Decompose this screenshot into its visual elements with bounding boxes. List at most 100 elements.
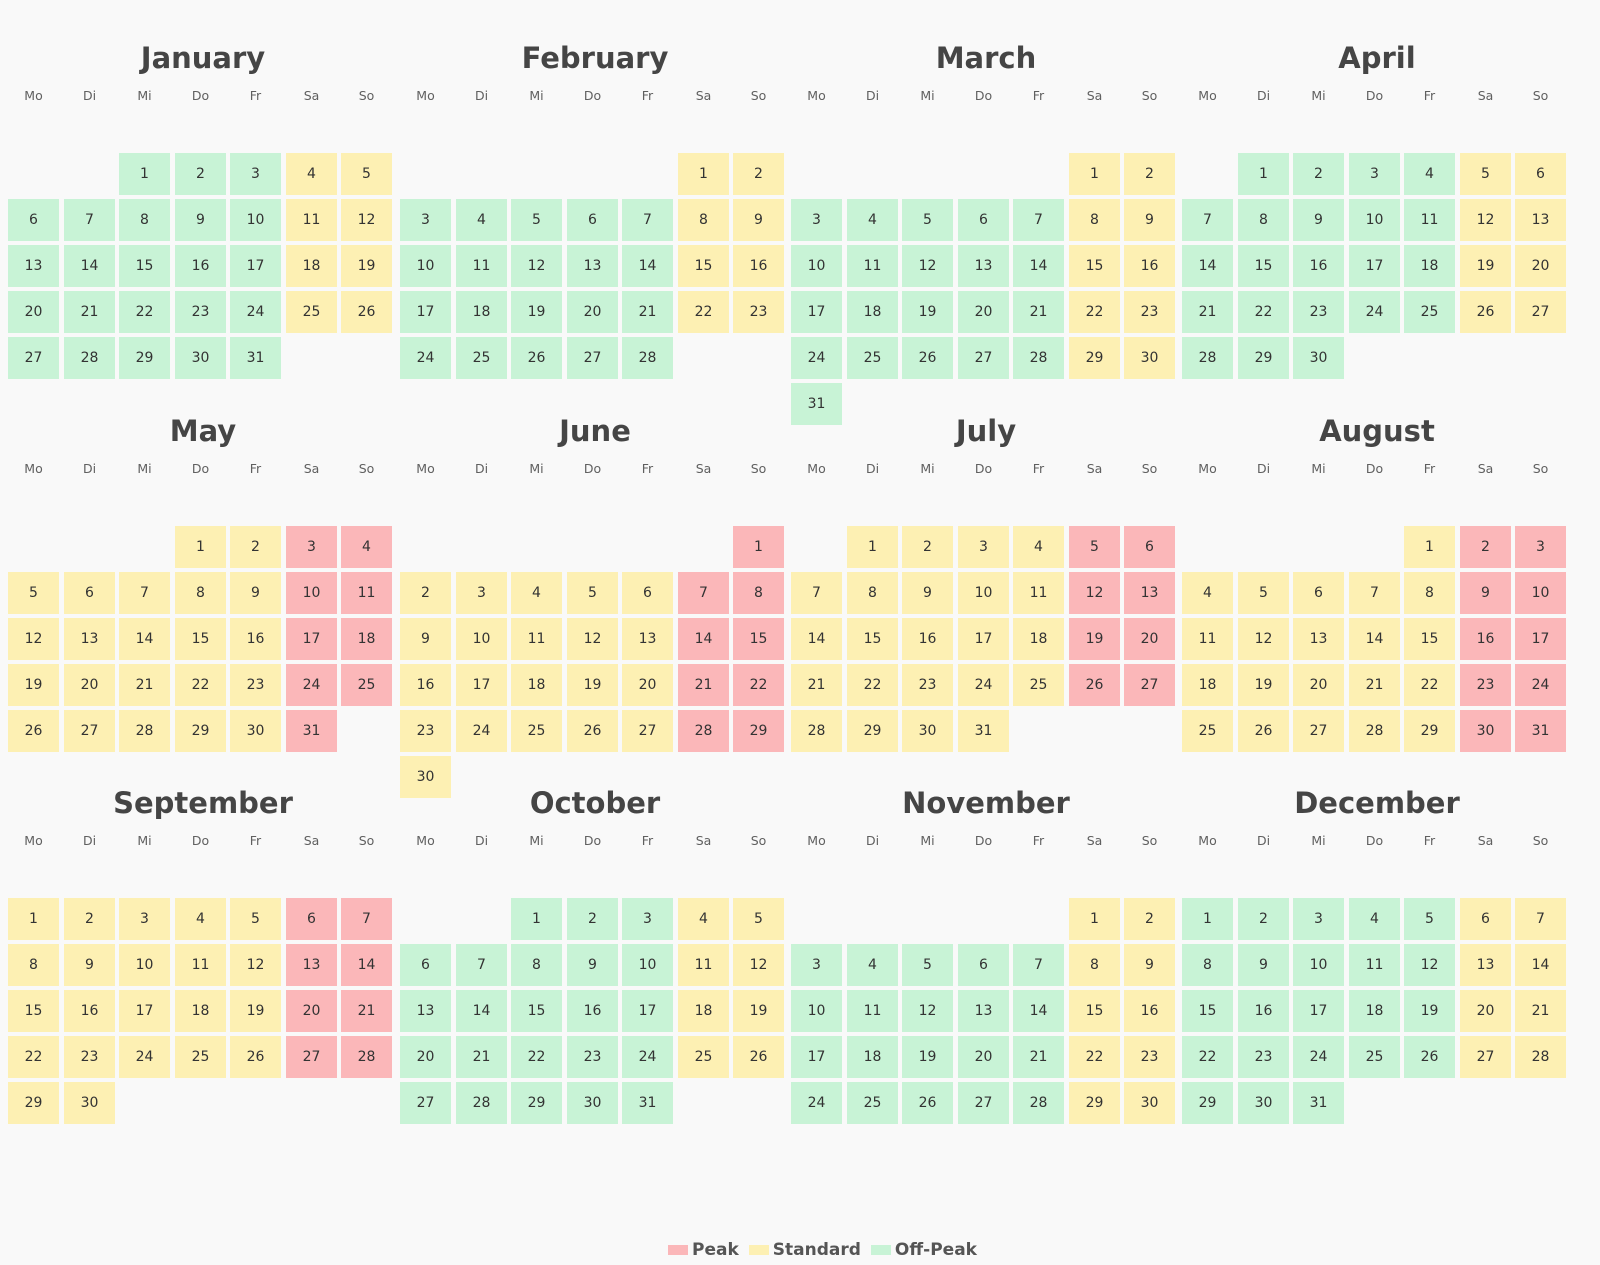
day-cell: 17: [791, 1036, 842, 1078]
day-cell: 7: [1515, 898, 1566, 940]
day-cell: 9: [567, 944, 618, 986]
day-cell: 23: [1124, 1036, 1175, 1078]
day-cell: 25: [1182, 710, 1233, 752]
weekday-label: Do: [1365, 461, 1384, 476]
day-cell: 30: [230, 710, 281, 752]
day-cell: 19: [8, 664, 59, 706]
day-cell: 19: [902, 1036, 953, 1078]
weekday-label: Mi: [920, 833, 935, 848]
day-cell: 11: [175, 944, 226, 986]
day-cell: 25: [456, 337, 507, 379]
day-cell: 2: [1460, 526, 1511, 568]
day-cell: 13: [286, 944, 337, 986]
day-cell: 7: [622, 199, 673, 241]
day-cell: 22: [1069, 291, 1120, 333]
day-cell: 11: [1013, 572, 1064, 614]
day-cell: 3: [456, 572, 507, 614]
day-cell: 5: [1238, 572, 1289, 614]
day-cell: 5: [341, 153, 392, 195]
day-cell: 29: [733, 710, 784, 752]
month-august: August Mo Di Mi Do Fr Sa So 1 2 3 4 5 6 7 8 9 10 11 12 13 14 1…: [1182, 381, 1572, 752]
day-cell: 29: [847, 710, 898, 752]
day-cell: 23: [64, 1036, 115, 1078]
legend-swatch-peak: [668, 1245, 688, 1255]
day-cell: 29: [1182, 1082, 1233, 1124]
day-cell: 19: [511, 291, 562, 333]
day-cell: 1: [1069, 898, 1120, 940]
weekday-label: Do: [974, 461, 993, 476]
day-cell: 28: [456, 1082, 507, 1124]
weekday-label: So: [358, 461, 375, 476]
day-cell: 4: [1404, 153, 1455, 195]
day-cell: 1: [1238, 153, 1289, 195]
day-cell: 24: [622, 1036, 673, 1078]
day-cell: 16: [230, 618, 281, 660]
day-cell: 10: [1349, 199, 1400, 241]
day-cell: 24: [1349, 291, 1400, 333]
day-cell: 31: [230, 337, 281, 379]
day-cell: 8: [1069, 944, 1120, 986]
day-cell: 1: [511, 898, 562, 940]
day-cell: 26: [1069, 664, 1120, 706]
day-cell: 12: [1404, 944, 1455, 986]
day-cell: 5: [8, 572, 59, 614]
day-cell: 10: [286, 572, 337, 614]
day-cell: 4: [456, 199, 507, 241]
day-cell: 17: [622, 990, 673, 1032]
weekday-label: Fr: [1423, 833, 1436, 848]
day-cell: 4: [678, 898, 729, 940]
day-cell: 29: [8, 1082, 59, 1124]
weekday-label: Di: [82, 88, 97, 103]
day-cell: 21: [119, 664, 170, 706]
day-cell: 17: [1349, 245, 1400, 287]
day-cell: 1: [1404, 526, 1455, 568]
day-cell: 21: [1013, 291, 1064, 333]
day-cell: 7: [64, 199, 115, 241]
day-cell: 4: [847, 944, 898, 986]
month-title: November: [902, 786, 1070, 820]
day-cell: 15: [733, 618, 784, 660]
weekday-label: Fr: [1423, 461, 1436, 476]
month-june: June Mo Di Mi Do Fr Sa So 1 2 3 4 5 6 7 8 9 10 11 12 13 14 15 1…: [400, 381, 790, 798]
month-january: January Mo Di Mi Do Fr Sa So 1 2 3 4 5 6 7 8 9 10 11 12 13 14…: [8, 8, 398, 379]
day-cell: 26: [733, 1036, 784, 1078]
day-cell: 31: [958, 710, 1009, 752]
day-cell: 6: [64, 572, 115, 614]
day-cell: 21: [678, 664, 729, 706]
day-cell: 22: [1182, 1036, 1233, 1078]
day-cell: 12: [1238, 618, 1289, 660]
weekday-label: Mi: [529, 88, 544, 103]
day-cell: 22: [8, 1036, 59, 1078]
day-cell: 30: [175, 337, 226, 379]
day-cell: 3: [791, 944, 842, 986]
weekday-label: Fr: [249, 88, 262, 103]
day-cell: 4: [1349, 898, 1400, 940]
day-cell: 16: [1460, 618, 1511, 660]
day-cell: 10: [1515, 572, 1566, 614]
day-cell: 19: [567, 664, 618, 706]
day-cell: 18: [1349, 990, 1400, 1032]
day-cell: 12: [8, 618, 59, 660]
weekday-label: Sa: [1477, 461, 1494, 476]
weekday-label: Sa: [695, 88, 712, 103]
weekday-label: Mi: [920, 461, 935, 476]
day-cell: 28: [1013, 337, 1064, 379]
month-october: October Mo Di Mi Do Fr Sa So 1 2 3 4 5 6 7 8 9 10 11 12 13 14…: [400, 753, 790, 1124]
day-cell: 7: [119, 572, 170, 614]
day-cell: 28: [678, 710, 729, 752]
day-cell: 8: [847, 572, 898, 614]
day-cell: 2: [1238, 898, 1289, 940]
day-cell: 11: [847, 990, 898, 1032]
month-title: May: [169, 414, 237, 448]
month-title: September: [113, 786, 293, 820]
day-cell: 7: [1182, 199, 1233, 241]
month-title: March: [935, 41, 1037, 75]
day-cell: 10: [958, 572, 1009, 614]
day-cell: 8: [678, 199, 729, 241]
day-cell: 9: [1460, 572, 1511, 614]
weekday-label: So: [358, 88, 375, 103]
legend: Peak Standard Off-Peak: [668, 1238, 987, 1262]
day-cell: 8: [175, 572, 226, 614]
day-cell: 6: [958, 944, 1009, 986]
